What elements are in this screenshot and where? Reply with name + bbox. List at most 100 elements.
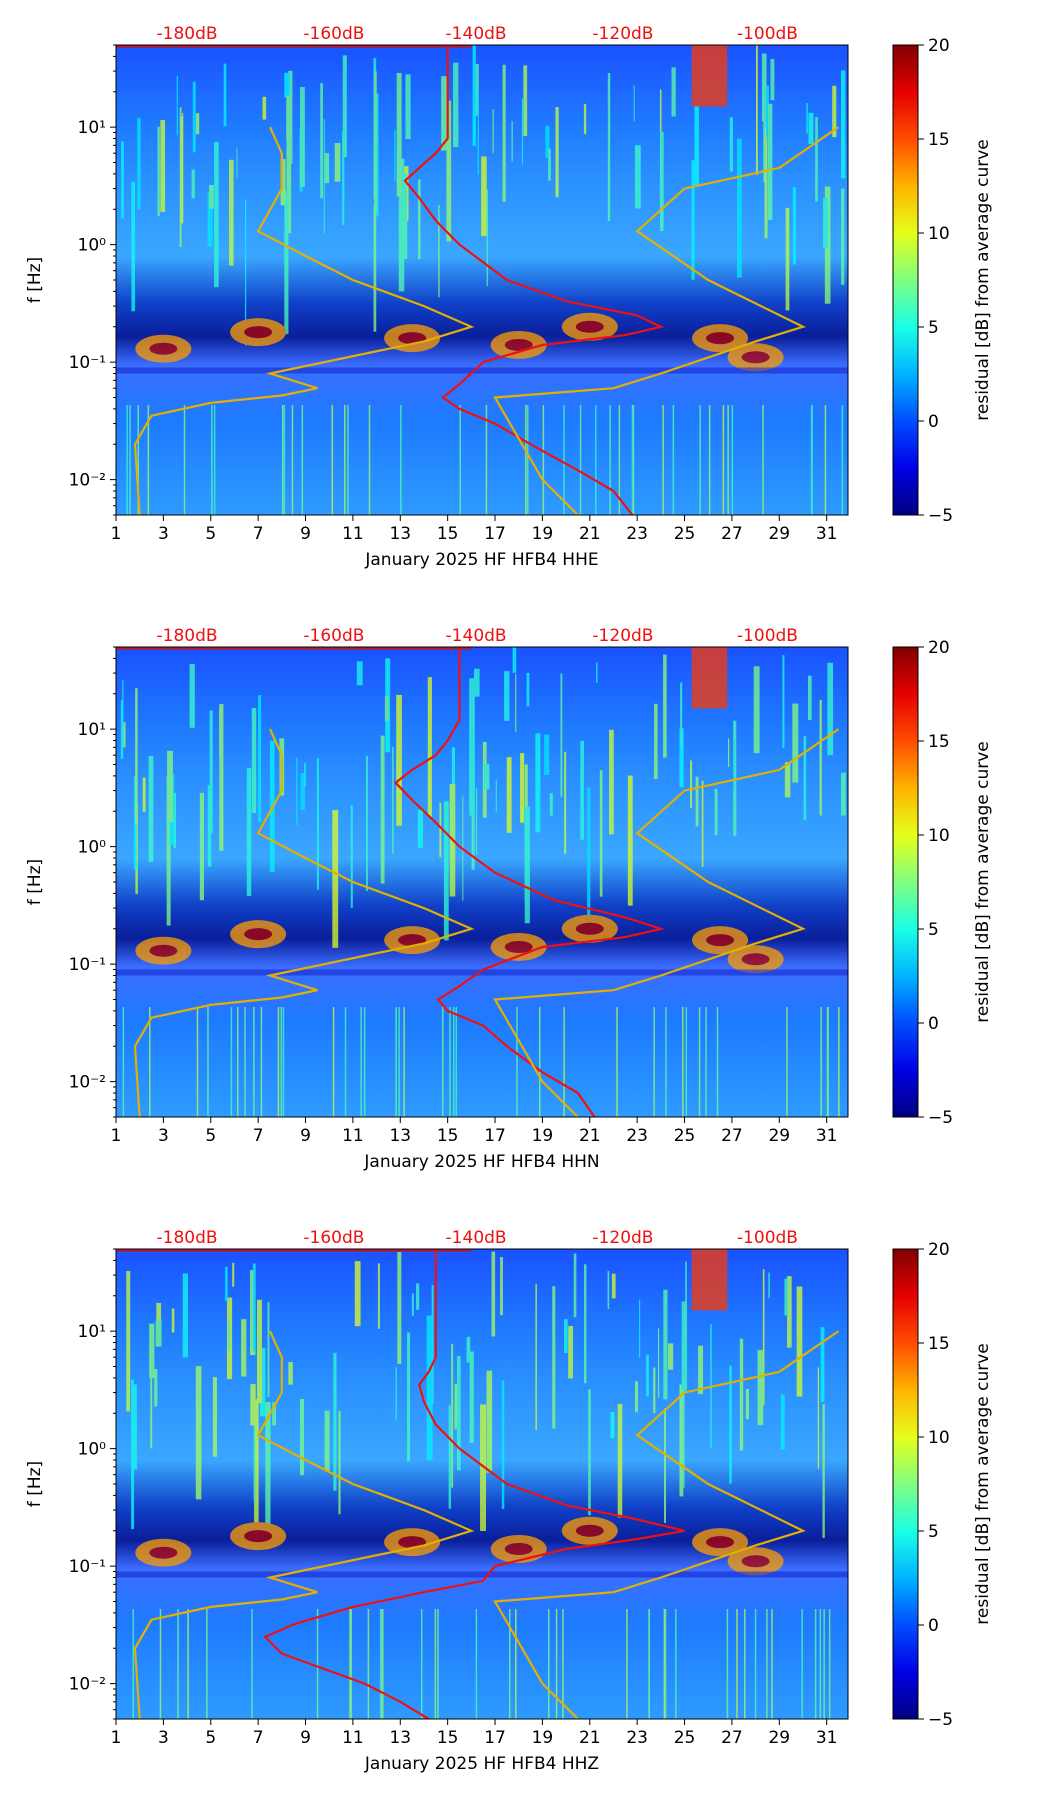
x-tick-label: 27	[721, 1728, 743, 1748]
noise-level-curve	[403, 47, 665, 515]
y-tick-label: 10⁰	[78, 1440, 107, 1460]
x-tick-label: 19	[532, 524, 554, 544]
y-tick-label: 10⁻²	[69, 1073, 106, 1093]
colorbar-tick-label: 0	[928, 412, 939, 432]
colorbar-label: residual [dB] from average curve	[973, 741, 993, 1022]
y-tick-label: 10⁻¹	[69, 1557, 106, 1577]
colorbar-tick-label: 20	[928, 1240, 950, 1260]
x-tick-label: 23	[626, 524, 648, 544]
x-tick-label: 13	[389, 1126, 411, 1146]
y-tick-label: 10⁰	[78, 838, 107, 858]
x-tick-label: 21	[579, 1126, 601, 1146]
colorbar-tick-label: −5	[928, 1108, 953, 1128]
x-tick-label: 17	[484, 524, 506, 544]
colorbar-tick-label: 15	[928, 1334, 950, 1354]
x-tick-label: 23	[626, 1126, 648, 1146]
x-tick-label: 29	[768, 1126, 790, 1146]
y-axis-label: f [Hz]	[25, 257, 45, 303]
y-axis-label: f [Hz]	[25, 859, 45, 905]
x-tick-label: 11	[342, 1728, 364, 1748]
x-tick-label: 7	[253, 1126, 264, 1146]
x-tick-label: 25	[674, 1126, 696, 1146]
x-tick-label: 3	[158, 1126, 169, 1146]
x-tick-label: 17	[484, 1126, 506, 1146]
x-tick-label: 25	[674, 1728, 696, 1748]
x-tick-label: 17	[484, 1728, 506, 1748]
colorbar-tick-label: 5	[928, 920, 939, 940]
colorbar-tick-label: −5	[928, 1710, 953, 1730]
x-tick-label: 15	[437, 1728, 459, 1748]
noise-level-curve	[393, 649, 666, 1117]
colorbar-tick-label: 20	[928, 638, 950, 658]
spectrogram-image	[116, 45, 848, 515]
x-tick-label: 19	[532, 1728, 554, 1748]
db-scale-label: -160dB	[303, 626, 364, 646]
x-tick-label: 27	[721, 1126, 743, 1146]
x-tick-label: 1	[111, 524, 122, 544]
spectrogram-texture	[116, 45, 848, 515]
x-tick-label: 5	[205, 524, 216, 544]
db-scale-label: -100dB	[737, 626, 798, 646]
db-scale-label: -120dB	[592, 626, 653, 646]
reference-model-curve	[133, 126, 475, 515]
x-tick-label: 15	[437, 1126, 459, 1146]
spectrogram-chart: 1 3 5 7 9 11 13 15 17 19 21 23 25 27 29 3110⁻²10⁻¹10⁰10…	[25, 626, 993, 1172]
x-tick-label: 23	[626, 1728, 648, 1748]
y-axis-label: f [Hz]	[25, 1461, 45, 1507]
colorbar	[892, 1248, 919, 1720]
x-axis-label: January 2025 HF HFB4 HHZ	[364, 1754, 599, 1774]
db-scale-label: -140dB	[446, 24, 507, 44]
x-tick-label: 27	[721, 524, 743, 544]
y-tick-label: 10¹	[78, 118, 106, 138]
colorbar-tick-label: 20	[928, 36, 950, 56]
x-tick-label: 13	[389, 524, 411, 544]
x-tick-label: 3	[158, 1728, 169, 1748]
y-tick-label: 10⁻²	[69, 1675, 106, 1695]
colorbar-tick-label: 10	[928, 1428, 950, 1448]
colorbar	[892, 44, 919, 516]
y-tick-label: 10¹	[78, 720, 106, 740]
x-tick-label: 9	[300, 1126, 311, 1146]
spectrogram-panel: 1 3 5 7 9 11 13 15 17 19 21 23 25 27 29 31 10⁻² 10⁻¹ 10⁰ 10…	[0, 1204, 1052, 1806]
colorbar-tick-label: 10	[928, 224, 950, 244]
db-scale-label: -160dB	[303, 1228, 364, 1248]
db-scale-label: -180dB	[157, 626, 218, 646]
x-tick-label: 31	[816, 1728, 838, 1748]
y-tick-label: 10⁰	[78, 236, 107, 256]
reference-model-curve	[133, 728, 475, 1117]
reference-model-curve	[493, 126, 840, 515]
reference-model-curve	[493, 1330, 840, 1719]
colorbar-label: residual [dB] from average curve	[973, 139, 993, 420]
colorbar-tick-label: 5	[928, 1522, 939, 1542]
x-tick-label: 11	[342, 524, 364, 544]
db-scale-label: -180dB	[157, 1228, 218, 1248]
y-tick-label: 10⁻¹	[69, 955, 106, 975]
x-tick-label: 21	[579, 1728, 601, 1748]
db-scale-label: -120dB	[592, 24, 653, 44]
colorbar-tick-label: 5	[928, 318, 939, 338]
spectrogram-panel: 1 3 5 7 9 11 13 15 17 19 21 23 25 27 29 31 10⁻² 10⁻¹ 10⁰ 10…	[0, 0, 1052, 602]
colorbar-label: residual [dB] from average curve	[973, 1343, 993, 1624]
y-tick-label: 10⁻¹	[69, 353, 106, 373]
spectrogram-image	[116, 647, 848, 1117]
x-tick-label: 29	[768, 524, 790, 544]
db-scale-label: -100dB	[737, 24, 798, 44]
spectrogram-texture	[116, 1249, 848, 1719]
noise-level-curve	[263, 1251, 685, 1719]
x-tick-label: 1	[111, 1728, 122, 1748]
db-scale-label: -140dB	[446, 1228, 507, 1248]
db-scale-label: -180dB	[157, 24, 218, 44]
spectrogram-panel: 1 3 5 7 9 11 13 15 17 19 21 23 25 27 29 31 10⁻² 10⁻¹ 10⁰ 10…	[0, 602, 1052, 1204]
x-tick-label: 7	[253, 524, 264, 544]
x-tick-label: 5	[205, 1728, 216, 1748]
x-axis-label: January 2025 HF HFB4 HHN	[363, 1152, 599, 1172]
x-tick-label: 15	[437, 524, 459, 544]
colorbar-tick-label: 15	[928, 130, 950, 150]
colorbar-tick-label: 15	[928, 732, 950, 752]
x-tick-label: 11	[342, 1126, 364, 1146]
reference-model-curve	[133, 1330, 475, 1719]
colorbar-tick-label: 10	[928, 826, 950, 846]
x-tick-label: 5	[205, 1126, 216, 1146]
x-tick-label: 7	[253, 1728, 264, 1748]
x-tick-label: 9	[300, 1728, 311, 1748]
